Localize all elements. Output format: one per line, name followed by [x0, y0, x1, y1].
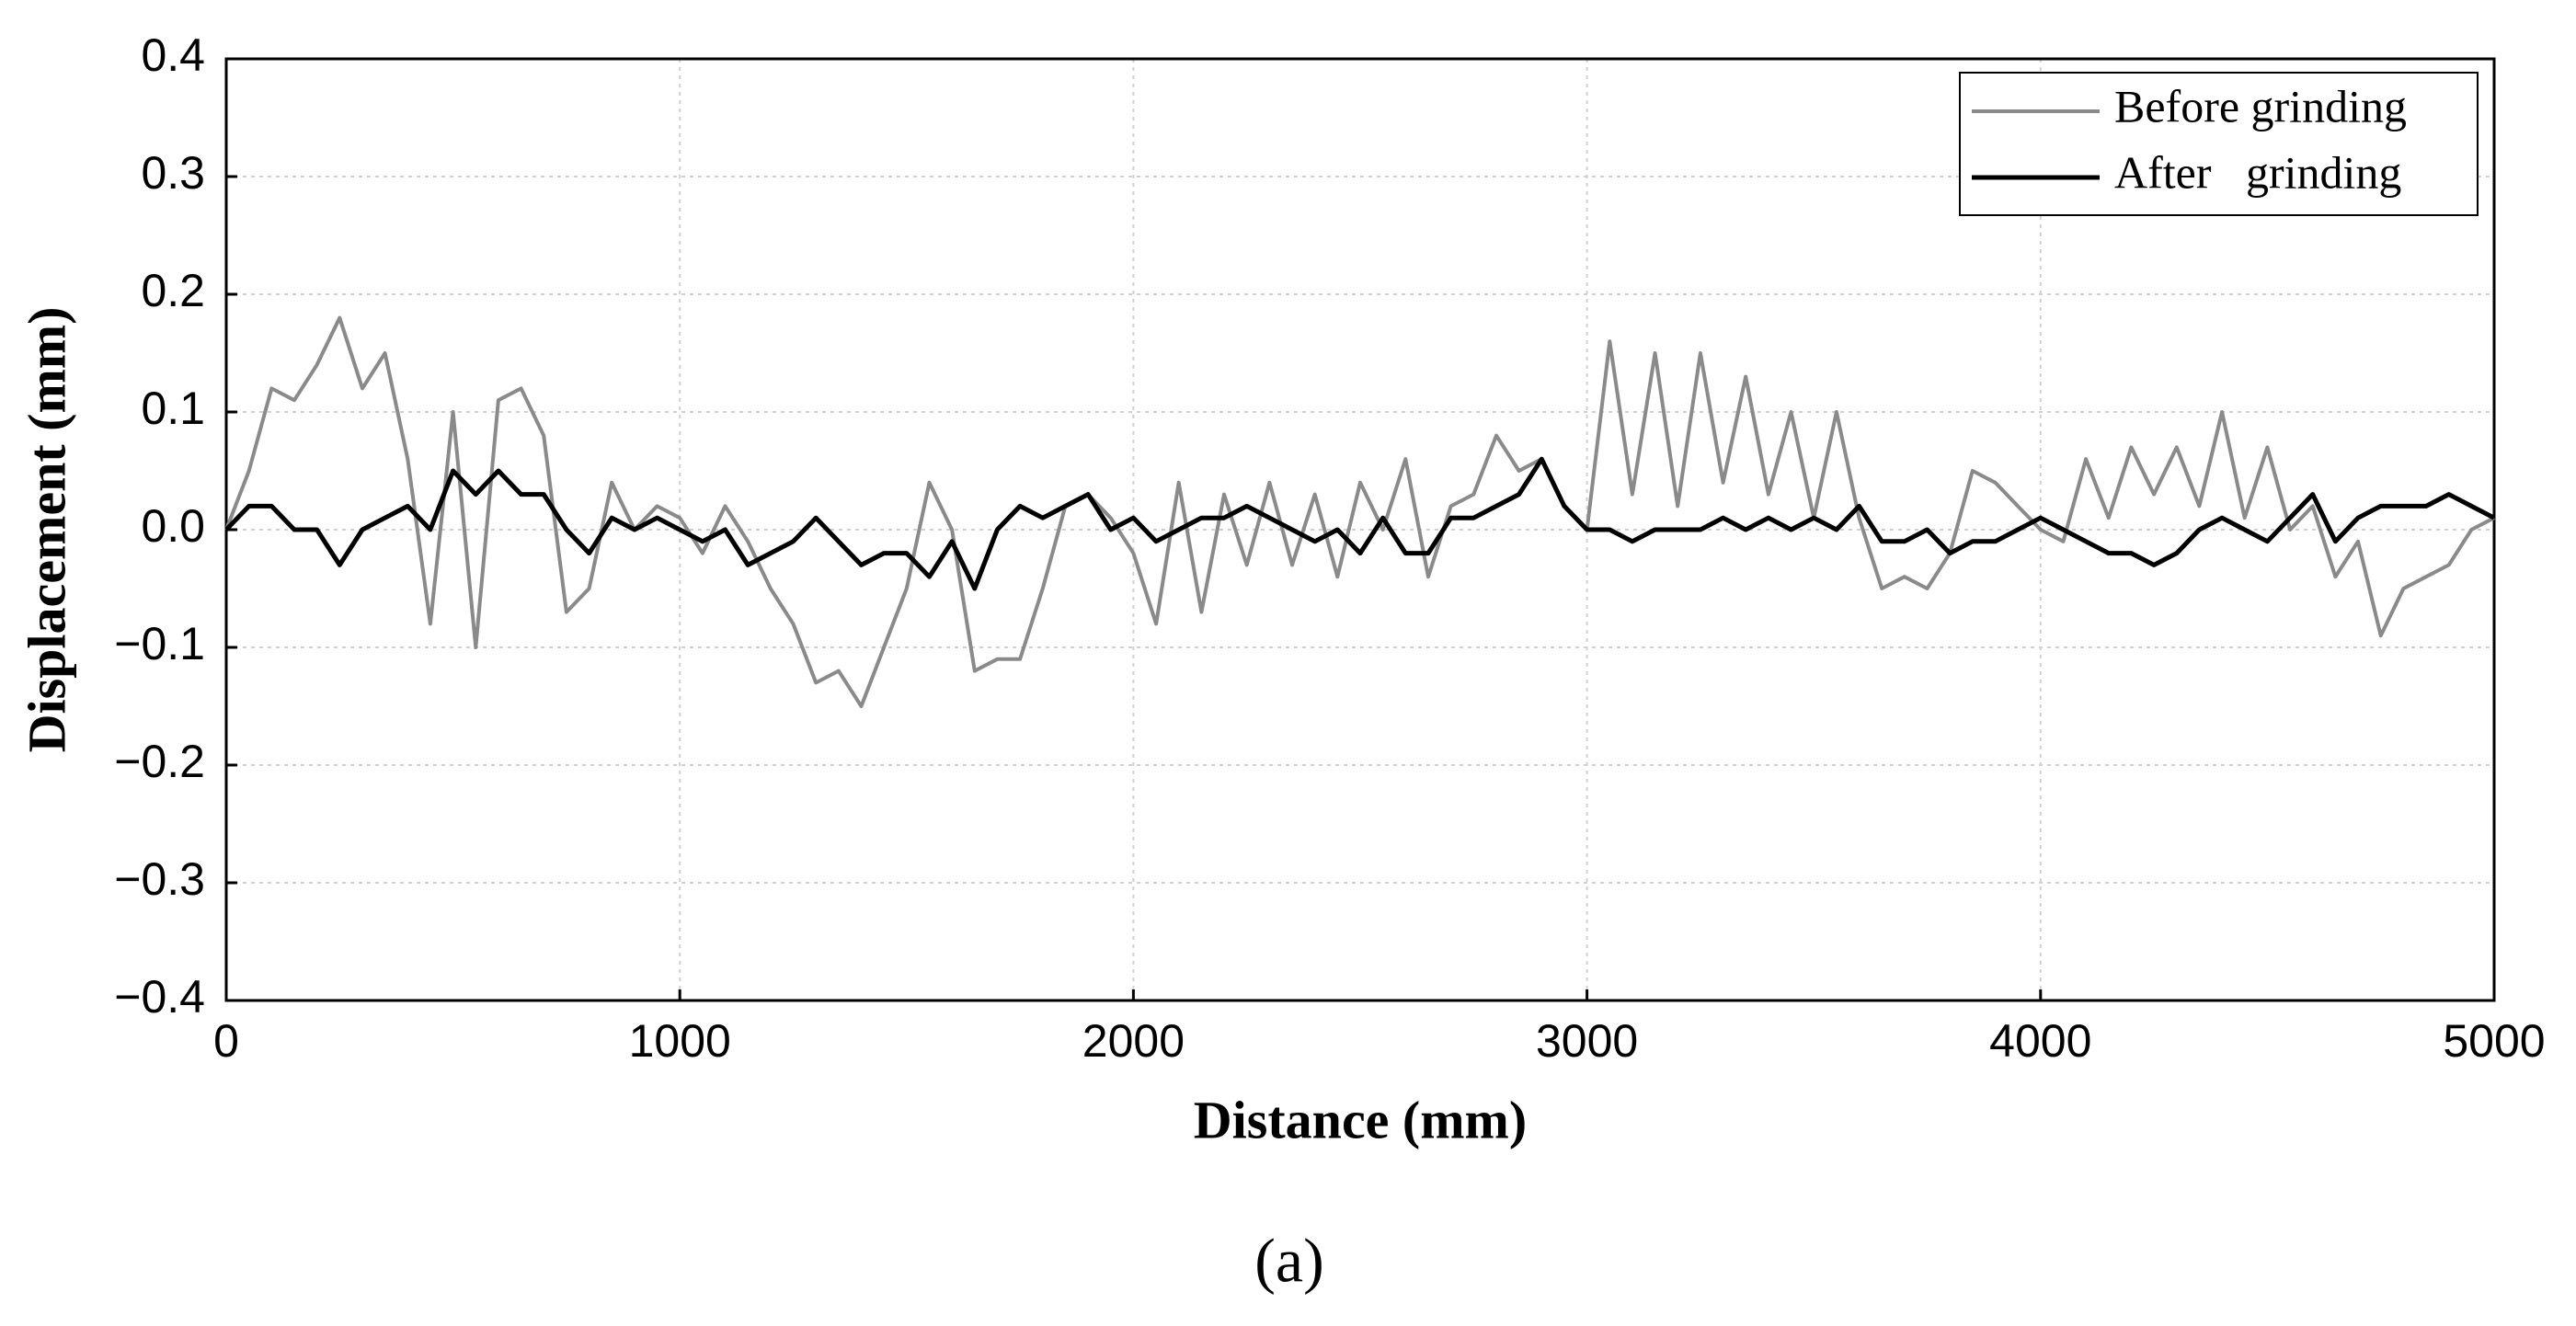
y-tick-label: 0.1	[141, 383, 205, 434]
y-tick-label: 0.4	[141, 29, 205, 81]
y-tick-label: 0.0	[141, 500, 205, 552]
legend-label: Before grinding	[2114, 80, 2407, 131]
x-tick-label: 5000	[2443, 1015, 2545, 1067]
y-tick-label: 0.3	[141, 147, 205, 199]
x-tick-label: 1000	[629, 1015, 731, 1067]
x-tick-label: 4000	[1989, 1015, 2091, 1067]
series-line	[224, 456, 2496, 591]
x-tick-label: 0	[213, 1015, 239, 1067]
x-tick-label: 2000	[1082, 1015, 1185, 1067]
legend-label: After grinding	[2114, 146, 2401, 198]
x-axis-label: Distance (mm)	[1194, 1090, 1527, 1149]
legend-box	[1959, 72, 2479, 216]
x-tick-label: 3000	[1536, 1015, 1638, 1067]
series-line	[224, 315, 2495, 708]
y-axis-label: Displacement (mm)	[17, 307, 76, 753]
caption: (a)	[1254, 1226, 1323, 1296]
y-tick-label: −0.2	[114, 736, 205, 787]
y-tick-label: −0.3	[114, 853, 205, 905]
y-tick-label: −0.4	[114, 971, 205, 1023]
y-tick-label: 0.2	[141, 265, 205, 316]
y-tick-label: −0.1	[114, 618, 205, 669]
